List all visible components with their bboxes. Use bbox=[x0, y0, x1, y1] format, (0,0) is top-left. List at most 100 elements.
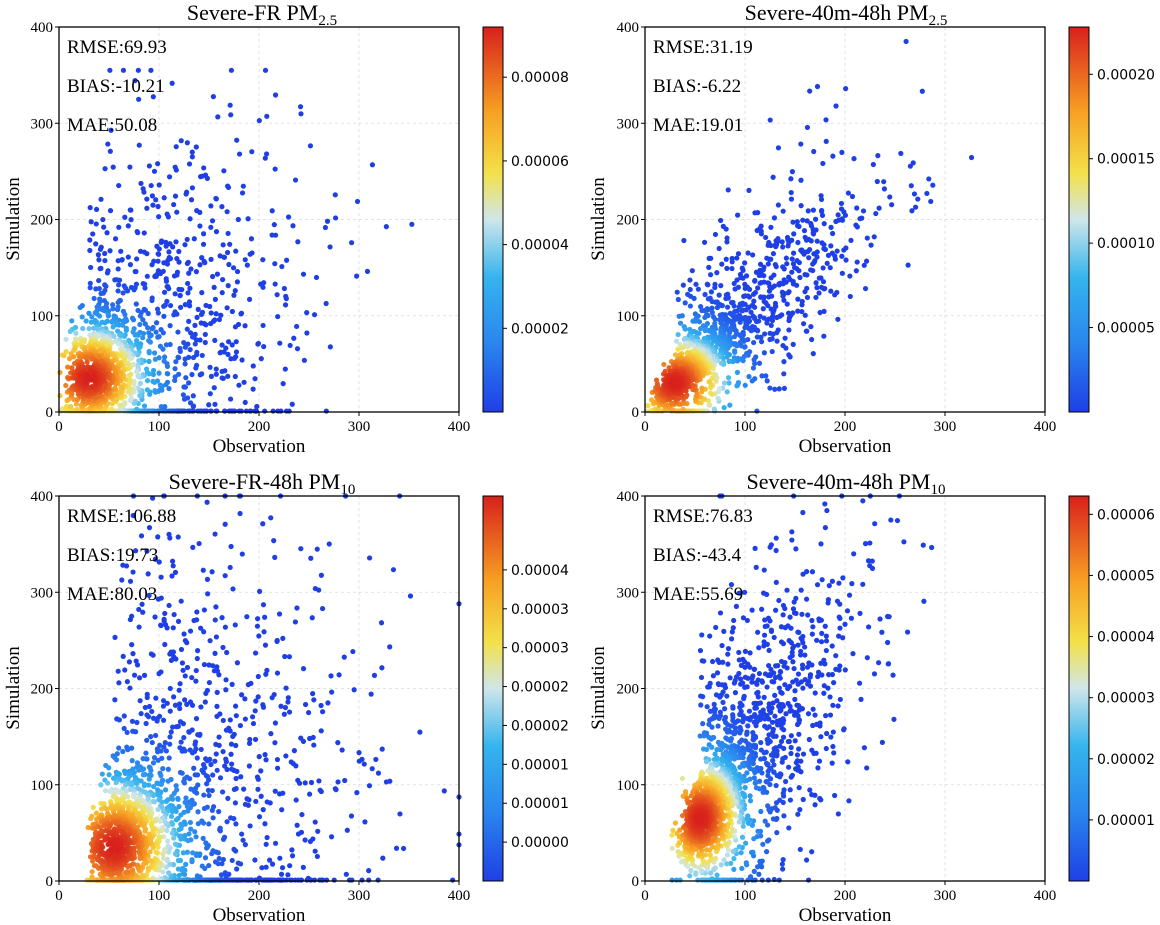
scatter-point bbox=[186, 729, 192, 735]
scatter-point bbox=[241, 786, 247, 792]
scatter-point bbox=[242, 716, 248, 722]
scatter-point bbox=[166, 385, 172, 392]
scatter-point bbox=[300, 271, 307, 277]
scatter-point bbox=[217, 253, 223, 259]
scatter-point bbox=[269, 695, 275, 701]
scatter-point bbox=[164, 827, 170, 834]
scatter-point bbox=[169, 558, 176, 564]
scatter-point bbox=[308, 779, 315, 786]
scatter-point bbox=[187, 346, 193, 353]
scatter-point bbox=[194, 314, 200, 320]
x-tick-label: 400 bbox=[1034, 419, 1057, 435]
scatter-point bbox=[816, 275, 822, 281]
scatter-point bbox=[167, 535, 173, 541]
scatter-point bbox=[198, 311, 205, 318]
x-tick-label: 200 bbox=[248, 419, 271, 435]
scatter-point bbox=[98, 782, 104, 788]
scatter-point bbox=[163, 243, 169, 249]
scatter-point bbox=[146, 776, 152, 782]
scatter-point bbox=[203, 756, 209, 762]
scatter-point bbox=[127, 578, 134, 584]
scatter-point bbox=[167, 651, 173, 657]
scatter-point bbox=[102, 788, 109, 794]
scatter-point bbox=[146, 350, 152, 356]
scatter-point bbox=[194, 609, 200, 615]
scatter-point bbox=[305, 709, 312, 716]
scatter-point bbox=[181, 396, 188, 402]
scatter-point bbox=[263, 151, 270, 157]
scatter-point bbox=[232, 373, 238, 380]
scatter-point bbox=[243, 408, 249, 414]
scatter-point bbox=[724, 239, 730, 245]
scatter-point bbox=[232, 324, 239, 330]
scatter-point bbox=[141, 672, 148, 678]
scatter-point bbox=[295, 777, 301, 783]
scatter-point bbox=[155, 310, 161, 316]
scatter-point bbox=[387, 644, 393, 650]
scatter-point bbox=[161, 195, 167, 201]
scatter-point bbox=[272, 740, 278, 746]
scatter-point bbox=[723, 256, 729, 262]
scatter-point bbox=[136, 606, 142, 613]
scatter-point bbox=[767, 385, 773, 391]
scatter-point bbox=[254, 616, 261, 622]
scatter-point bbox=[88, 219, 94, 225]
scatter-point bbox=[204, 499, 210, 505]
scatter-point bbox=[213, 604, 219, 610]
scatter-point bbox=[375, 877, 381, 883]
scatter-point bbox=[235, 860, 241, 866]
scatter-point bbox=[156, 214, 162, 220]
scatter-point bbox=[765, 242, 771, 248]
scatter-point bbox=[190, 544, 196, 550]
scatter-point bbox=[206, 777, 212, 783]
scatter-point bbox=[171, 694, 177, 700]
scatter-point bbox=[270, 408, 276, 414]
scatter-point bbox=[173, 239, 179, 245]
scatter-point bbox=[697, 325, 704, 332]
scatter-point bbox=[279, 865, 286, 871]
scatter-point bbox=[188, 266, 194, 272]
scatter-point bbox=[807, 88, 813, 94]
scatter-point bbox=[417, 729, 423, 735]
scatter-point bbox=[677, 320, 684, 326]
scatter-point bbox=[214, 703, 220, 709]
scatter-point bbox=[208, 256, 214, 262]
scatter-point bbox=[229, 761, 235, 767]
scatter-point bbox=[734, 255, 740, 261]
scatter-point bbox=[302, 837, 308, 843]
scatter-point bbox=[375, 770, 382, 776]
scatter-point bbox=[271, 222, 277, 228]
scatter-point bbox=[150, 495, 156, 501]
scatter-point bbox=[725, 375, 732, 381]
scatter-point bbox=[274, 670, 281, 676]
scatter-point bbox=[277, 791, 283, 797]
scatter-point bbox=[93, 221, 99, 227]
scatter-point bbox=[272, 554, 278, 560]
scatter-point bbox=[189, 702, 196, 708]
scatter-point bbox=[129, 758, 135, 764]
scatter-point bbox=[735, 212, 741, 218]
panel-2-title: Severe-40m-48h PM2.5 bbox=[745, 0, 948, 29]
scatter-point bbox=[926, 176, 932, 182]
scatter-point bbox=[368, 691, 374, 697]
scatter-point bbox=[689, 268, 695, 274]
scatter-point bbox=[122, 667, 128, 673]
scatter-point bbox=[184, 140, 190, 146]
scatter-point bbox=[172, 851, 179, 857]
scatter-point bbox=[157, 382, 163, 388]
scatter-point bbox=[176, 803, 182, 810]
scatter-point bbox=[742, 260, 748, 266]
scatter-point bbox=[133, 658, 139, 664]
scatter-point bbox=[224, 649, 230, 656]
scatter-point bbox=[206, 402, 212, 408]
scatter-point bbox=[189, 674, 195, 681]
scatter-point bbox=[803, 237, 810, 243]
y-tick-label: 400 bbox=[31, 20, 54, 36]
scatter-point bbox=[149, 262, 155, 268]
scatter-point bbox=[752, 278, 758, 284]
scatter-point bbox=[849, 193, 856, 200]
scatter-point bbox=[687, 286, 693, 293]
scatter-point bbox=[256, 633, 262, 639]
scatter-point bbox=[93, 863, 99, 869]
